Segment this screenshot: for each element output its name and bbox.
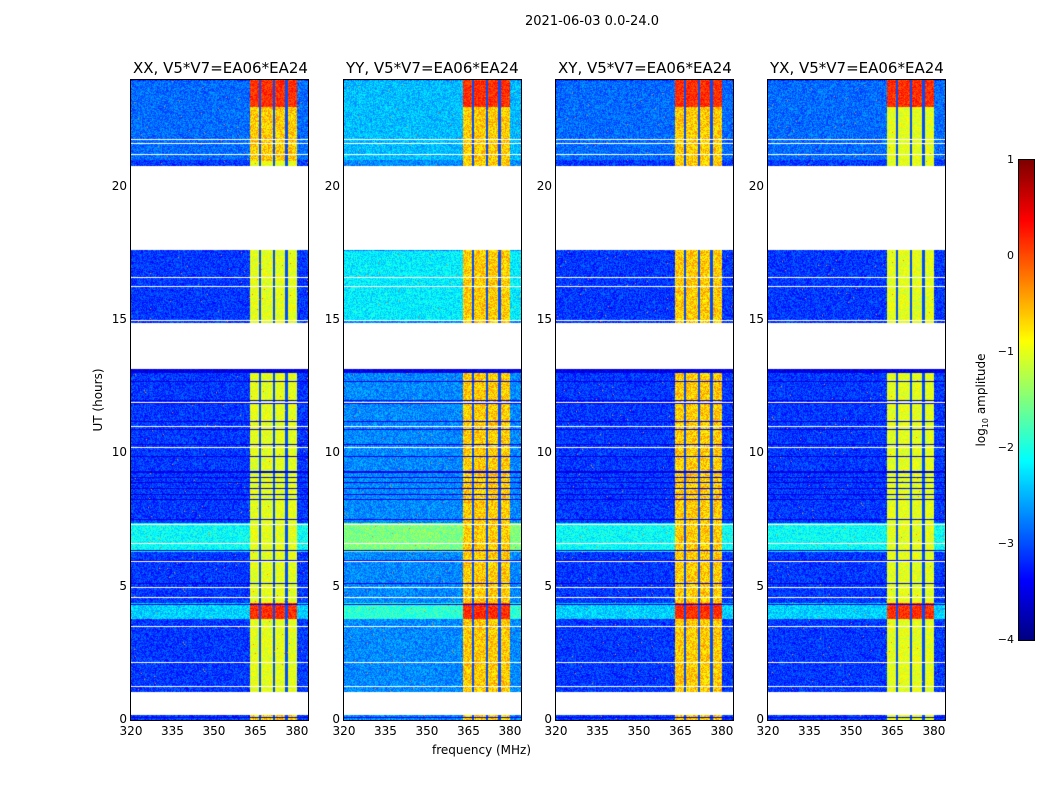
spectrogram-1 bbox=[344, 80, 521, 720]
y-tick-label: 15 bbox=[111, 312, 127, 326]
x-tick-label: 365 bbox=[457, 724, 480, 738]
y-tick-label: 10 bbox=[111, 445, 127, 460]
x-tick-label: 365 bbox=[244, 724, 267, 738]
x-tick-label: 335 bbox=[374, 724, 397, 738]
x-tick-label: 365 bbox=[881, 724, 904, 738]
y-tick-label: 10 bbox=[536, 445, 552, 460]
y-tick-label: 0 bbox=[119, 712, 127, 726]
x-tick-label: 335 bbox=[586, 724, 609, 738]
chart-title: 2021-06-03 0.0-24.0 bbox=[525, 14, 659, 29]
x-tick-label: 335 bbox=[798, 724, 821, 738]
colorbar-tick-label: −3 bbox=[997, 537, 1014, 550]
y-tick-label: 10 bbox=[324, 445, 340, 460]
panel-title: XX, V5*V7=EA06*EA24 bbox=[133, 59, 308, 77]
y-tick-label: 10 bbox=[748, 445, 764, 460]
x-tick-label: 350 bbox=[627, 724, 651, 738]
colorbar bbox=[1019, 160, 1034, 640]
x-tick-label: 320 bbox=[756, 724, 780, 738]
x-tick-label: 320 bbox=[119, 724, 143, 738]
colorbar-tick-label: 0 bbox=[1007, 249, 1014, 262]
x-tick-label: 350 bbox=[839, 724, 863, 738]
y-tick-label: 0 bbox=[544, 712, 552, 726]
x-tick-label: 335 bbox=[161, 724, 184, 738]
y-tick-label: 20 bbox=[748, 178, 764, 193]
spectrogram-2 bbox=[556, 80, 733, 720]
y-tick-label: 20 bbox=[536, 178, 552, 193]
y-tick-label: 5 bbox=[544, 578, 552, 593]
colorbar-tick-label: 1 bbox=[1007, 153, 1014, 166]
y-tick-label: 15 bbox=[536, 312, 552, 326]
spectrogram-0 bbox=[131, 80, 308, 720]
x-tick-label: 320 bbox=[332, 724, 356, 738]
colorbar-tick-label: −4 bbox=[997, 633, 1014, 646]
panel-title: YX, V5*V7=EA06*EA24 bbox=[770, 59, 944, 77]
y-tick-label: 15 bbox=[748, 312, 764, 326]
y-tick-label: 20 bbox=[111, 178, 127, 193]
y-tick-label: 15 bbox=[324, 312, 340, 326]
x-tick-label: 320 bbox=[544, 724, 568, 738]
x-tick-label: 350 bbox=[202, 724, 226, 738]
x-tick-label: 350 bbox=[415, 724, 439, 738]
x-tick-label: 380 bbox=[285, 724, 309, 738]
x-tick-label: 380 bbox=[922, 724, 946, 738]
y-tick-label: 0 bbox=[756, 712, 764, 726]
colorbar-tick-label: −2 bbox=[997, 441, 1014, 454]
x-tick-label: 365 bbox=[669, 724, 692, 738]
colorbar-label: log10 amplitude bbox=[973, 353, 991, 447]
spectrogram-3 bbox=[768, 80, 945, 720]
y-tick-label: 5 bbox=[332, 578, 340, 593]
x-tick-label: 380 bbox=[710, 724, 734, 738]
y-tick-label: 5 bbox=[756, 578, 764, 593]
y-tick-label: 0 bbox=[332, 712, 340, 726]
y-tick-label: 20 bbox=[324, 178, 340, 193]
panel-title: YY, V5*V7=EA06*EA24 bbox=[346, 59, 519, 77]
x-axis-label: frequency (MHz) bbox=[432, 743, 532, 757]
colorbar-tick-label: −1 bbox=[997, 345, 1014, 358]
y-axis-label: UT (hours) bbox=[91, 368, 105, 432]
panel-title: XY, V5*V7=EA06*EA24 bbox=[558, 59, 732, 77]
y-tick-label: 5 bbox=[119, 578, 127, 593]
x-tick-label: 380 bbox=[498, 724, 522, 738]
